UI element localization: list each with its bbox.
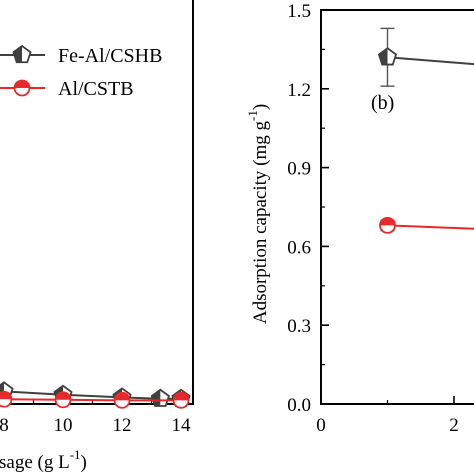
- panel-a-series: [0, 381, 191, 409]
- panel-b-label: (b): [371, 92, 394, 114]
- panel-a-x-title-main: sage (g L: [0, 452, 70, 473]
- panel-a-xtick-label: 14: [172, 415, 192, 436]
- legend-fe-marker: [12, 44, 32, 64]
- panel-a-fe-point-4-fill: [151, 389, 161, 407]
- panel-a-xtick-label: 10: [54, 415, 73, 436]
- panel-b-xtick-label: 0: [316, 415, 326, 436]
- panel-b-y-title-close: ): [250, 104, 271, 110]
- panel-b-al-point-0-fill: [380, 217, 395, 226]
- panel-b-ytick-label: 0.6: [287, 237, 311, 258]
- legend-al-label: Al/CSTB: [58, 78, 134, 100]
- panel-a-al-point-2-fill: [55, 392, 71, 400]
- panel-a-al-point-4-fill: [173, 392, 189, 401]
- panel-b-ytick-label: 0.0: [287, 395, 311, 416]
- panel-b-fe-line: [387, 56, 474, 66]
- panel-b-series: [377, 27, 474, 234]
- panel-a-x-title-sup: -1: [70, 447, 81, 462]
- panel-b-ytick-label: 1.5: [287, 1, 311, 22]
- panel-b-al-line: [387, 224, 474, 230]
- legend-al-symbol-fill: [14, 80, 30, 88]
- panel-b: 0.00.30.60.91.21.5024 (b) Adsorption cap…: [245, 1, 474, 436]
- panel-a-al-point-1-fill: [0, 391, 12, 400]
- panel-b-ytick-label: 1.2: [287, 80, 311, 101]
- panel-b-ytick-label: 0.3: [287, 316, 311, 337]
- legend: Fe-Al/CSHB Al/CSTB: [0, 44, 162, 100]
- panel-b-y-axis-title: Adsorption capacity (mg g-1): [245, 104, 271, 324]
- legend-al-marker: [13, 79, 31, 97]
- panel-a-x-axis-title: sage (g L-1): [0, 447, 87, 473]
- panel-a-x-title-close: ): [81, 452, 87, 473]
- legend-fe-label: Fe-Al/CSHB: [58, 45, 162, 67]
- panel-b-y-title-sup: -1: [245, 110, 260, 121]
- panel-a-ticks: 8 10 12 14: [0, 396, 191, 436]
- panel-a-xtick-label: 8: [0, 415, 9, 436]
- panel-a-al-point-3-fill: [114, 392, 130, 401]
- panel-a-xtick-label: 12: [113, 415, 132, 436]
- panel-b-ticks: 0.00.30.60.91.21.5024: [287, 1, 459, 436]
- panel-b-xtick-label: 2: [449, 415, 459, 436]
- panel-a: 8 10 12 14 Fe-Al/CSHB Al/CSTB sage (g L-1): [0, 0, 194, 473]
- panel-b-ytick-label: 0.9: [287, 159, 311, 180]
- panel-b-fe-point-0-fill: [378, 48, 388, 65]
- panel-b-y-title-main: Adsorption capacity (mg g: [250, 121, 271, 325]
- legend-fe-symbol-fill: [13, 46, 22, 63]
